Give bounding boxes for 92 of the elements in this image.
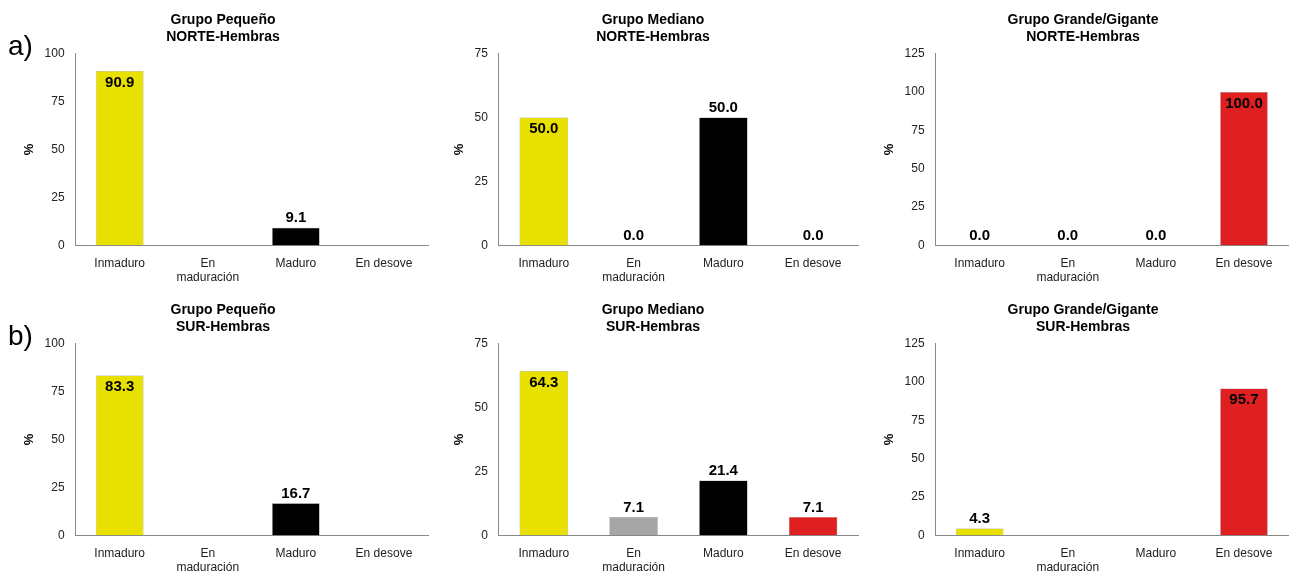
x-tick-label: Inmaduro xyxy=(954,545,1006,560)
data-label: 9.1 xyxy=(285,208,307,226)
chart-subtitle: SUR-Hembras xyxy=(175,318,271,335)
y-axis-title: % xyxy=(451,433,467,446)
y-tick-label: 100 xyxy=(44,45,65,60)
data-label: 21.4 xyxy=(708,461,739,479)
data-label: 4.3 xyxy=(969,509,991,527)
y-axis-title: % xyxy=(21,143,37,156)
data-label: 95.7 xyxy=(1229,390,1259,408)
x-tick-label: En desove xyxy=(355,545,413,560)
x-tick-label: Maduro xyxy=(1135,545,1177,560)
y-tick-label: 50 xyxy=(474,399,489,414)
data-label: 0.0 xyxy=(1145,225,1167,243)
data-label: 50.0 xyxy=(529,119,559,137)
x-tick-label: En desove xyxy=(784,545,842,560)
x-tick-label: Maduro xyxy=(703,255,745,270)
y-tick-label: 50 xyxy=(51,141,65,156)
chart-subtitle: NORTE-Hembras xyxy=(596,28,710,45)
x-tick-label: Inmaduro xyxy=(94,545,146,560)
y-tick-label: 0 xyxy=(481,237,489,252)
data-label: 0.0 xyxy=(1057,225,1079,243)
x-tick-label: En maduración xyxy=(1036,545,1100,575)
y-tick-label: 50 xyxy=(911,160,925,175)
chart-title: Grupo Pequeño xyxy=(170,301,276,318)
y-tick-label: 0 xyxy=(917,527,925,542)
y-axis-title: % xyxy=(881,433,897,446)
data-label: 7.1 xyxy=(623,497,645,515)
y-tick-label: 25 xyxy=(51,479,65,494)
x-tick-label: En desove xyxy=(784,255,842,270)
y-tick-label: 25 xyxy=(474,463,489,478)
y-tick-label: 75 xyxy=(911,122,925,137)
x-tick-label: Maduro xyxy=(1135,255,1177,270)
data-label: 83.3 xyxy=(105,377,135,395)
x-tick-label: Inmaduro xyxy=(954,255,1006,270)
y-tick-label: 125 xyxy=(904,335,925,350)
x-tick-label: En maduración xyxy=(1036,255,1100,285)
x-tick-label: En maduración xyxy=(176,255,240,285)
y-axis-title: % xyxy=(21,433,37,446)
data-label: 90.9 xyxy=(105,72,135,90)
x-tick-label: Maduro xyxy=(275,255,317,270)
y-axis-title: % xyxy=(881,143,897,156)
y-tick-label: 25 xyxy=(911,199,925,214)
y-tick-label: 0 xyxy=(57,527,65,542)
y-tick-label: 75 xyxy=(474,335,489,350)
x-tick-label: En desove xyxy=(1215,545,1273,560)
data-label: 0.0 xyxy=(969,225,991,243)
x-tick-label: En desove xyxy=(355,255,413,270)
chart-title: Grupo Pequeño xyxy=(170,11,276,28)
y-tick-label: 125 xyxy=(904,45,925,60)
chart-title: Grupo Mediano xyxy=(601,11,705,28)
x-tick-label: En maduración xyxy=(602,545,665,575)
data-label: 0.0 xyxy=(802,225,824,243)
x-tick-label: En desove xyxy=(1215,255,1273,270)
y-tick-label: 0 xyxy=(57,237,65,252)
x-tick-label: Maduro xyxy=(275,545,317,560)
x-tick-label: En maduración xyxy=(602,255,665,285)
y-tick-label: 25 xyxy=(51,189,65,204)
y-tick-label: 75 xyxy=(474,45,489,60)
y-tick-label: 0 xyxy=(917,237,925,252)
y-tick-label: 50 xyxy=(474,109,489,124)
chart-title: Grupo Grande/Gigante xyxy=(1007,11,1159,28)
y-tick-label: 25 xyxy=(474,173,489,188)
data-label: 0.0 xyxy=(623,225,645,243)
data-label: 7.1 xyxy=(802,497,824,515)
chart-title: Grupo Mediano xyxy=(601,301,705,318)
data-label: 16.7 xyxy=(281,483,311,501)
y-tick-label: 100 xyxy=(44,335,65,350)
data-label: 100.0 xyxy=(1225,93,1263,111)
y-tick-label: 0 xyxy=(481,527,489,542)
y-tick-label: 75 xyxy=(51,383,65,398)
y-tick-label: 75 xyxy=(51,93,65,108)
x-tick-label: Inmaduro xyxy=(518,255,570,270)
chart-subtitle: NORTE-Hembras xyxy=(1026,28,1140,45)
chart-title: Grupo Grande/Gigante xyxy=(1007,301,1159,318)
data-label: 64.3 xyxy=(529,372,559,390)
text: a) xyxy=(8,30,33,62)
y-axis-title: % xyxy=(451,143,467,156)
chart-subtitle: NORTE-Hembras xyxy=(166,28,280,45)
y-tick-label: 100 xyxy=(904,374,925,389)
data-label: 50.0 xyxy=(708,98,738,116)
chart-subtitle: SUR-Hembras xyxy=(605,318,701,335)
x-tick-label: Inmaduro xyxy=(518,545,570,560)
y-tick-label: 50 xyxy=(911,450,925,465)
y-tick-label: 25 xyxy=(911,489,925,504)
text: b) xyxy=(8,320,33,352)
x-tick-label: En maduración xyxy=(176,545,240,575)
x-tick-label: Maduro xyxy=(703,545,745,560)
x-tick-label: Inmaduro xyxy=(94,255,146,270)
chart-subtitle: SUR-Hembras xyxy=(1035,318,1131,335)
y-tick-label: 75 xyxy=(911,412,925,427)
y-tick-label: 100 xyxy=(904,84,925,99)
y-tick-label: 50 xyxy=(51,431,65,446)
